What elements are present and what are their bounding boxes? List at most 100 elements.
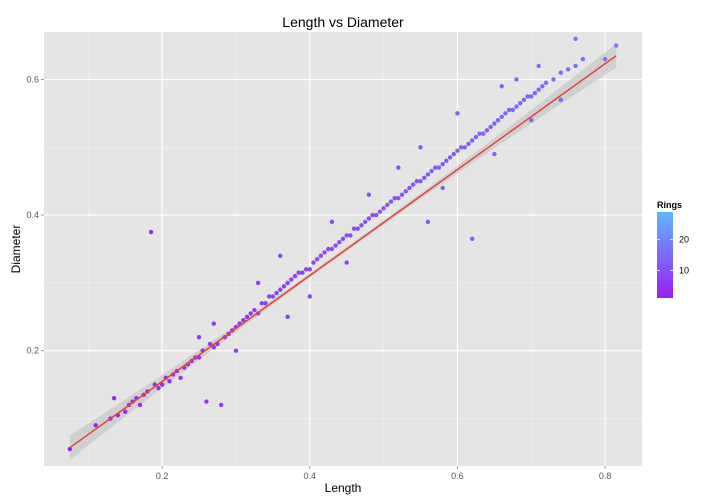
data-point [536,63,541,69]
data-point [458,145,464,150]
data-point [433,165,438,170]
data-point [540,84,545,89]
data-point [370,212,375,218]
data-point [314,256,320,262]
data-point [514,104,519,109]
data-point [532,90,538,96]
data-point [492,121,497,126]
y-ticks: 0.2 0.4 0.6 [26,74,44,356]
data-point [333,243,338,248]
data-point [67,446,73,452]
data-point [495,117,501,123]
data-point [477,131,482,136]
y-tick-label: 0.2 [26,346,39,356]
data-point [292,273,298,279]
data-point [388,199,394,204]
data-point [148,229,154,235]
data-point [462,145,468,150]
data-point [414,178,420,184]
grid-minor [44,32,642,466]
legend-ticks: 10 20 [657,235,689,275]
data-point [499,114,504,119]
data-point [93,423,98,428]
data-point [248,311,253,316]
legend-colorbar [657,212,673,298]
data-point [473,134,479,140]
data-point [440,162,445,167]
data-point [285,280,290,286]
data-point [481,131,486,136]
data-point [196,334,202,340]
data-point [536,87,541,92]
data-point [156,385,161,391]
data-point [285,314,290,320]
data-point [525,94,530,99]
data-point [300,270,305,275]
data-point [444,158,449,164]
data-point [259,301,264,306]
data-point [137,402,143,408]
data-point [207,341,213,347]
data-point [318,253,324,258]
data-point [252,307,257,313]
data-point [506,107,512,113]
data-point [359,223,364,228]
data-point [303,267,309,272]
y-tick-label: 0.6 [26,74,39,84]
data-point [407,185,412,191]
data-point [565,67,571,72]
data-point [377,209,383,214]
data-point [558,70,563,75]
legend: Rings 10 20 [657,200,689,298]
data-point [355,226,360,231]
points [67,36,619,452]
data-point [447,155,453,160]
data-point [362,219,368,225]
data-point [436,165,442,170]
x-axis-title: Length [325,481,362,495]
data-point [233,348,239,353]
data-point [455,148,460,153]
legend-tick-label: 10 [679,265,689,275]
data-point [218,402,224,408]
data-point [451,151,456,157]
data-point [344,260,349,265]
data-point [204,399,209,404]
data-point [469,236,475,242]
data-point [366,216,372,221]
data-point [381,206,386,211]
data-point [499,84,504,89]
data-point [348,233,353,238]
data-point [278,253,283,258]
data-point [573,63,578,69]
x-tick-label: 0.8 [599,471,612,481]
y-tick-label: 0.4 [26,210,39,220]
data-point [422,175,427,180]
data-point [296,270,301,275]
x-tick-label: 0.6 [451,471,464,481]
data-point [529,94,534,99]
data-point [425,219,431,225]
data-point [255,280,261,286]
data-point [385,202,390,208]
data-point [211,345,217,350]
data-point [514,77,519,82]
data-point [274,290,279,296]
data-point [311,260,316,265]
data-point [425,172,431,177]
data-point [503,111,508,116]
y-axis-title: Diameter [9,225,23,274]
data-point [558,97,563,103]
x-tick-label: 0.2 [156,471,169,481]
data-point [517,101,523,106]
data-point [159,382,165,387]
x-ticks: 0.2 0.4 0.6 0.8 [156,466,611,481]
data-point [337,240,342,245]
data-point [429,168,434,174]
data-point [326,246,331,252]
data-point [111,395,117,401]
data-point [392,195,397,201]
data-point [484,128,490,133]
data-point [403,189,408,194]
